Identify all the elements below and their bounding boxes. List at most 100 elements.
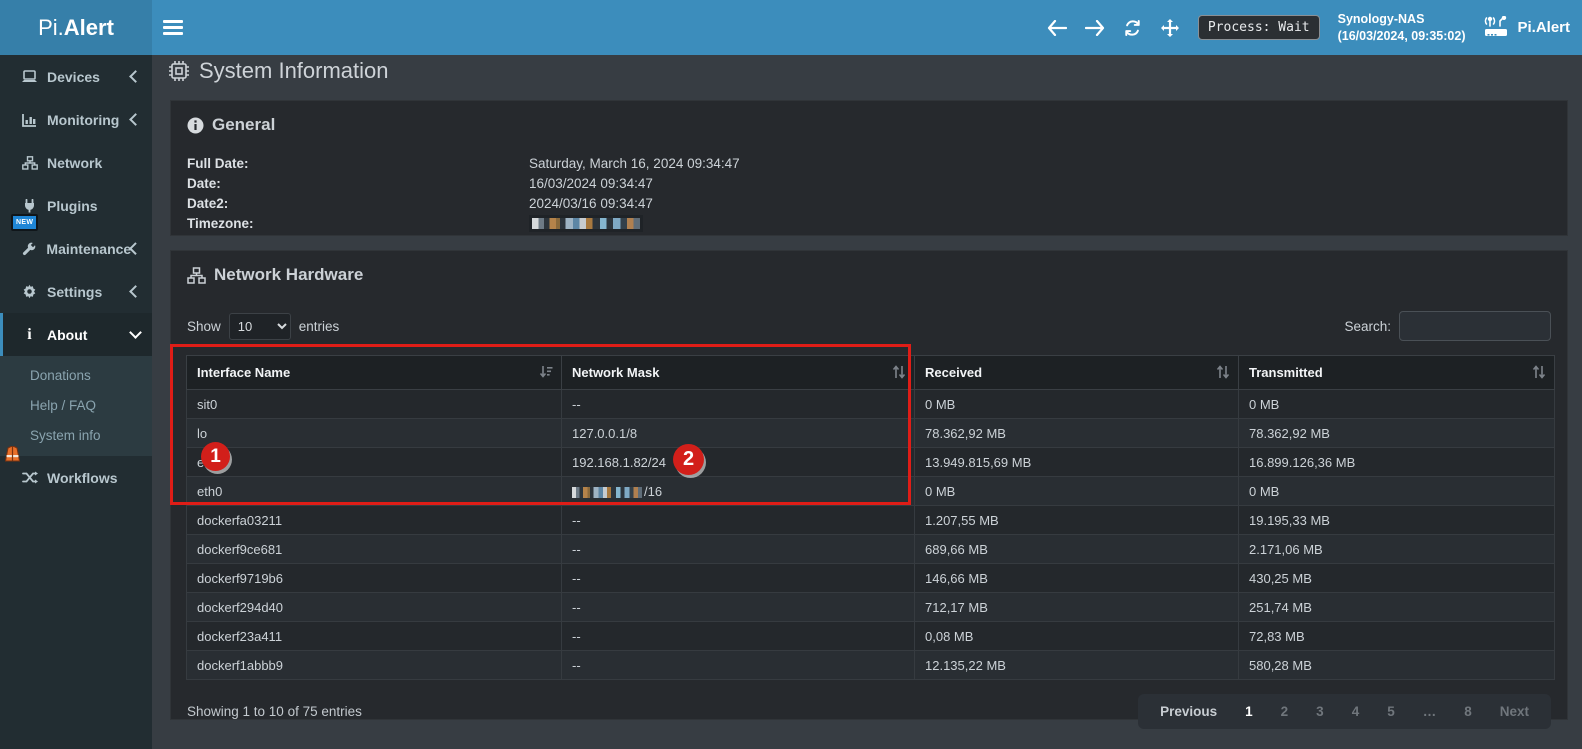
- column-header-received[interactable]: Received: [914, 355, 1239, 390]
- app-logo[interactable]: Pi. Alert: [0, 0, 152, 55]
- refresh-icon[interactable]: [1123, 19, 1142, 37]
- network-hardware-header: Network Hardware: [171, 251, 1567, 295]
- brand-right-label: Pi.Alert: [1517, 19, 1570, 36]
- safety-vest-icon: [3, 446, 22, 463]
- table-row[interactable]: dockerf1abbb9 -- 12.135,22 MB 580,28 MB: [186, 650, 1555, 680]
- brand-right: Pi.Alert: [1483, 15, 1570, 40]
- sidebar-item-label: Maintenance: [46, 240, 132, 257]
- sort-desc-icon: [539, 365, 553, 379]
- sidebar-item-label: Network: [47, 154, 103, 171]
- table-row[interactable]: eth0 /16 0 MB 0 MB: [186, 476, 1555, 506]
- sidebar-item-workflows[interactable]: Workflows: [0, 446, 152, 499]
- general-info-list: Full Date: Saturday, March 16, 2024 09:3…: [171, 145, 1567, 233]
- wrench-icon: [21, 242, 37, 256]
- pagination-page-4[interactable]: 4: [1351, 704, 1360, 719]
- nas-name: Synology-NAS: [1337, 11, 1425, 26]
- network-interfaces-table: Interface Name Network Mask Received Tra…: [186, 355, 1555, 680]
- general-panel: General Full Date: Saturday, March 16, 2…: [170, 100, 1568, 236]
- cpu-chip-icon: [168, 60, 190, 82]
- search-label: Search:: [1344, 318, 1391, 334]
- sort-both-icon: [892, 365, 906, 379]
- pagination-page-3[interactable]: 3: [1316, 704, 1324, 719]
- show-label: Show: [187, 318, 221, 334]
- pagination-page-5[interactable]: 5: [1387, 704, 1395, 719]
- table-row[interactable]: dockerf9ce681 -- 689,66 MB 2.171,06 MB: [186, 534, 1555, 564]
- table-row[interactable]: lo 127.0.0.1/8 78.362,92 MB 78.362,92 MB: [186, 418, 1555, 448]
- router-icon: [1483, 15, 1509, 40]
- general-row-date: Date: 16/03/2024 09:34:47: [187, 175, 653, 191]
- page-title-text: System Information: [199, 58, 389, 83]
- sidebar-toggle-button[interactable]: [163, 17, 185, 37]
- sidebar-item-about[interactable]: i About: [0, 313, 152, 356]
- sitemap-icon: [21, 155, 38, 170]
- info-circle-icon: [187, 117, 204, 134]
- gear-icon: [21, 284, 38, 299]
- sidebar-item-maintenance[interactable]: NEW Maintenance: [0, 214, 152, 270]
- sidebar-item-label: Settings: [47, 283, 103, 300]
- logo-text-pre: Pi.: [38, 14, 64, 40]
- move-pan-icon[interactable]: [1160, 18, 1180, 38]
- chevron-left-icon: [129, 70, 142, 83]
- table-row[interactable]: dockerf9719b6 -- 146,66 MB 430,25 MB: [186, 563, 1555, 593]
- nas-timestamp: (16/03/2024, 09:35:02): [1337, 28, 1466, 43]
- table-row[interactable]: eth1 192.168.1.82/24 13.949.815,69 MB 16.89…: [186, 447, 1555, 477]
- column-header-network-mask[interactable]: Network Mask: [561, 355, 915, 390]
- table-header-row: Interface Name Network Mask Received Tra…: [186, 355, 1555, 390]
- pagination-ellipsis: …: [1422, 704, 1437, 719]
- chevron-left-icon: [129, 113, 142, 126]
- sidebar-item-plugins[interactable]: Plugins: [0, 184, 152, 227]
- general-panel-header: General: [171, 101, 1567, 145]
- about-submenu: Donations Help / FAQ System info: [0, 356, 152, 456]
- plug-icon: [21, 198, 38, 213]
- table-row[interactable]: dockerf23a411 -- 0,08 MB 72,83 MB: [186, 621, 1555, 651]
- table-controls: Show 10 entries Search:: [171, 295, 1567, 351]
- sidebar-subitem-help-faq[interactable]: Help / FAQ: [30, 397, 97, 413]
- network-hardware-title: Network Hardware: [214, 265, 364, 284]
- nav-forward-icon[interactable]: [1084, 19, 1105, 36]
- chevron-left-icon: [129, 285, 142, 298]
- sidebar-item-label: Plugins: [47, 197, 98, 214]
- general-row-full-date: Full Date: Saturday, March 16, 2024 09:3…: [187, 155, 740, 171]
- entries-label: entries: [298, 318, 340, 334]
- top-navbar: Pi. Alert Process: Wait Synology-NAS (16/…: [0, 0, 1582, 55]
- chart-icon: [21, 113, 38, 127]
- logo-text-bold: Alert: [63, 14, 114, 40]
- general-row-date2: Date2: 2024/03/16 09:34:47: [187, 195, 653, 211]
- redacted-timezone-value: [532, 218, 640, 230]
- page-size-select[interactable]: 10: [228, 312, 291, 340]
- sidebar-item-settings[interactable]: Settings: [0, 270, 152, 313]
- info-icon: i: [27, 325, 32, 343]
- network-hardware-panel: Network Hardware Show 10 entries Search:…: [170, 250, 1568, 729]
- process-status-badge: Process: Wait: [1197, 15, 1320, 40]
- sidebar-item-monitoring[interactable]: Monitoring: [0, 98, 152, 141]
- pagination-next[interactable]: Next: [1499, 704, 1529, 719]
- shuffle-icon: [21, 471, 38, 484]
- pagination-page-1[interactable]: 1: [1245, 704, 1253, 719]
- table-row[interactable]: dockerfa03211 -- 1.207,55 MB 19.195,33 MB: [186, 505, 1555, 535]
- table-row[interactable]: dockerf294d40 -- 712,17 MB 251,74 MB: [186, 592, 1555, 622]
- pagination-previous[interactable]: Previous: [1160, 704, 1218, 719]
- table-row[interactable]: sit0 -- 0 MB 0 MB: [186, 389, 1555, 419]
- nas-status: Synology-NAS (16/03/2024, 09:35:02): [1338, 11, 1466, 45]
- sidebar-item-label: Workflows: [47, 469, 118, 486]
- pagination: Previous 1 2 3 4 5 … 8 Next: [1138, 694, 1551, 729]
- nav-back-icon[interactable]: [1047, 19, 1067, 36]
- general-row-timezone: Timezone:: [187, 213, 1551, 233]
- laptop-icon: [21, 69, 38, 84]
- sidebar-subitem-donations[interactable]: Donations: [30, 367, 91, 383]
- sidebar-item-devices[interactable]: Devices: [0, 55, 152, 98]
- search-input[interactable]: [1399, 311, 1551, 341]
- column-header-interface-name[interactable]: Interface Name: [186, 355, 562, 390]
- sidebar-item-network[interactable]: Network: [0, 141, 152, 184]
- pagination-page-2[interactable]: 2: [1280, 704, 1289, 719]
- general-panel-title: General: [212, 115, 276, 134]
- sidebar-subitem-system-info[interactable]: System info: [30, 427, 101, 443]
- sidebar-item-label: Devices: [47, 68, 100, 85]
- pagination-page-8[interactable]: 8: [1464, 704, 1472, 719]
- redacted-network-mask: [572, 486, 642, 498]
- sort-both-icon: [1532, 365, 1546, 379]
- sidebar-item-label: About: [47, 326, 88, 343]
- table-footer: Showing 1 to 10 of 75 entries Previous 1…: [171, 680, 1567, 729]
- column-header-transmitted[interactable]: Transmitted: [1238, 355, 1555, 390]
- chevron-down-icon: [129, 326, 142, 339]
